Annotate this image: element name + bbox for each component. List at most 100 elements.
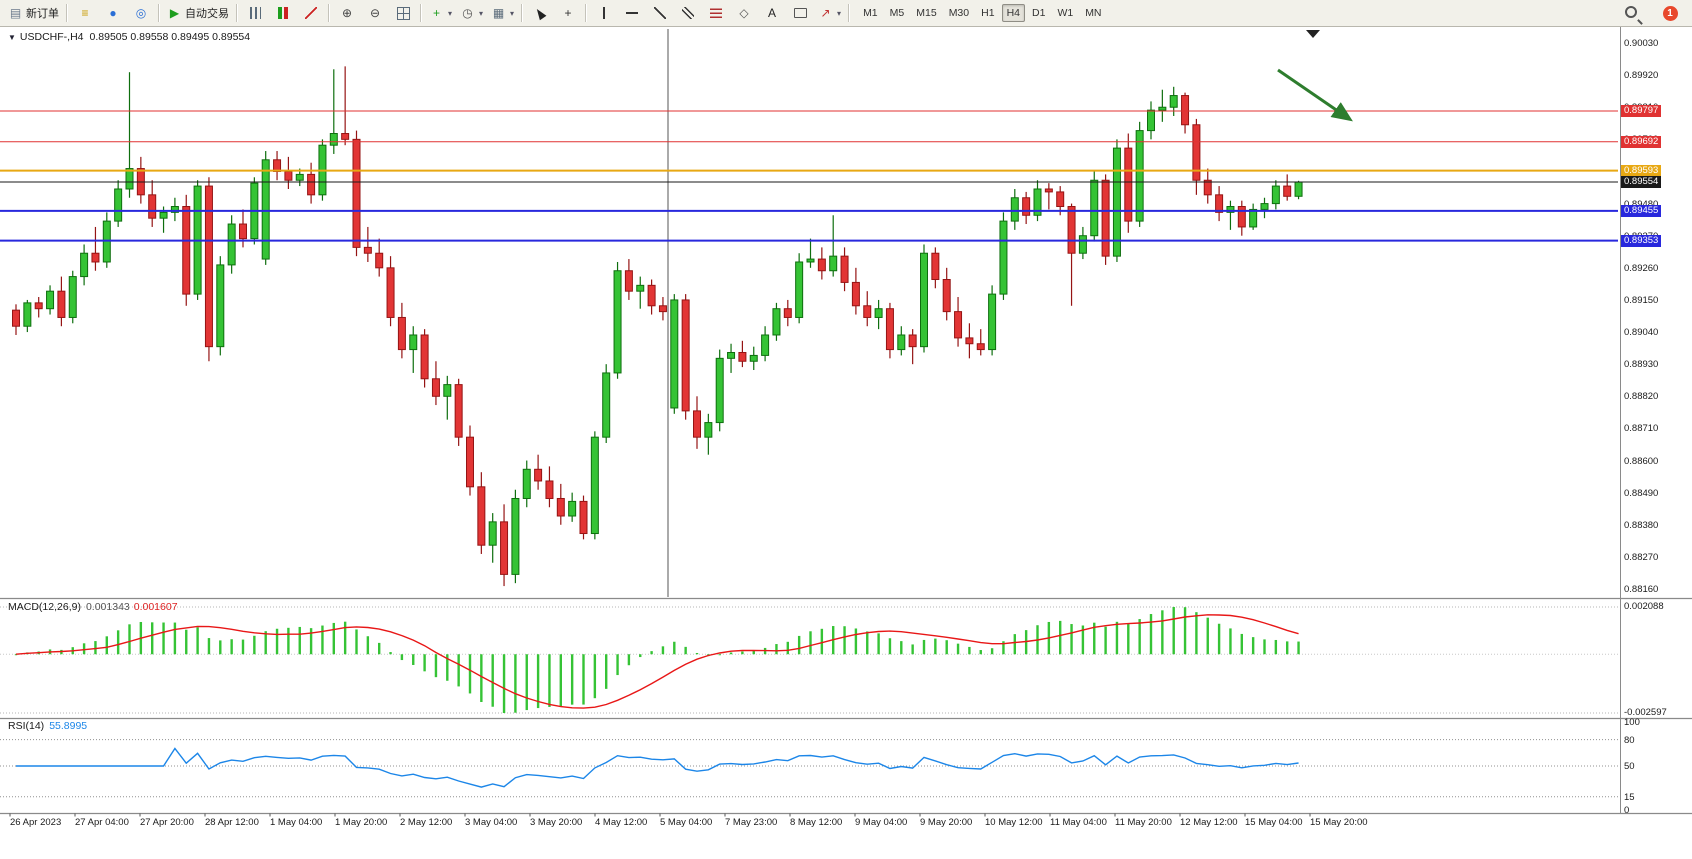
time-axis-label: 15 May 20:00 bbox=[1310, 817, 1368, 828]
chevron-down-icon[interactable]: ▾ bbox=[510, 8, 515, 18]
time-axis-label: 11 May 20:00 bbox=[1115, 817, 1172, 828]
shapes-icon: ◇ bbox=[739, 6, 749, 20]
auto-trading-button[interactable]: ▶ 自动交易 bbox=[163, 1, 233, 25]
bar-chart-button[interactable] bbox=[241, 1, 269, 25]
market-icon: ◎ bbox=[135, 6, 147, 20]
price-axis-label: 0.89920 bbox=[1624, 70, 1659, 82]
timeframe-m1[interactable]: M1 bbox=[863, 7, 878, 19]
chart-dropdown-icon[interactable]: ▼ bbox=[8, 33, 16, 42]
fibonacci-icon bbox=[709, 6, 724, 21]
macd-signal-line bbox=[15, 614, 1299, 709]
timeframe-d1[interactable]: D1 bbox=[1032, 7, 1046, 19]
time-axis-label: 1 May 04:00 bbox=[270, 817, 323, 828]
candlestick-icon bbox=[276, 6, 291, 21]
new-order-button[interactable]: ▤ 新订单 bbox=[4, 1, 63, 25]
toolbar-separator bbox=[236, 4, 238, 22]
zoom-out-button[interactable]: ⊖ bbox=[361, 1, 389, 25]
trendline-icon bbox=[653, 6, 668, 21]
timeframe-m30[interactable]: M30 bbox=[948, 7, 970, 19]
horizontal-line-button[interactable] bbox=[618, 1, 646, 25]
price-axis-label: 0.88490 bbox=[1624, 487, 1659, 499]
timeframe-h1[interactable]: H1 bbox=[981, 7, 995, 19]
macd-scale-max: 0.002088 bbox=[1624, 601, 1664, 612]
toolbar-right: 1 bbox=[1618, 0, 1684, 26]
price-axis-label: 0.90030 bbox=[1624, 38, 1659, 49]
shapes-button[interactable]: ◇ bbox=[730, 1, 758, 25]
macd-histogram bbox=[14, 607, 1300, 713]
chart-shift-marker[interactable] bbox=[1306, 30, 1320, 38]
price-axis-label: 0.88710 bbox=[1624, 423, 1659, 435]
algo-trading-button[interactable]: ● bbox=[99, 1, 127, 25]
macd-name: MACD(12,26,9) bbox=[8, 601, 81, 613]
timeframe-m15[interactable]: M15 bbox=[916, 7, 937, 19]
timeframe-mn[interactable]: MN bbox=[1085, 7, 1102, 19]
algo-trading-icon: ● bbox=[109, 6, 117, 20]
tile-windows-button[interactable] bbox=[389, 1, 417, 25]
template-icon: ▦ bbox=[492, 6, 505, 20]
horizontal-line-icon bbox=[625, 6, 640, 21]
trend-arrow-object[interactable] bbox=[1277, 68, 1353, 122]
macd-main-value: 0.001343 bbox=[85, 601, 130, 613]
price-axis-label: 0.89260 bbox=[1624, 262, 1659, 274]
chevron-down-icon[interactable]: ▾ bbox=[837, 8, 842, 18]
bar-chart-icon bbox=[248, 6, 263, 21]
chart-window[interactable]: ▼ USDCHF-,H4 0.89505 0.89558 0.89495 0.895… bbox=[0, 27, 1692, 859]
crosshair-icon: + bbox=[564, 6, 572, 20]
line-chart-icon bbox=[304, 6, 319, 21]
macd-scale-min: -0.002597 bbox=[1624, 707, 1667, 718]
channel-button[interactable] bbox=[674, 1, 702, 25]
vertical-line-button[interactable] bbox=[590, 1, 618, 25]
notifications-button[interactable]: 1 bbox=[1656, 1, 1684, 25]
time-axis-label: 2 May 12:00 bbox=[400, 817, 453, 828]
rsi-line bbox=[16, 747, 1299, 788]
arrows-button[interactable]: ↗ ▾ bbox=[814, 1, 845, 25]
macd-signal-value: 0.001607 bbox=[133, 601, 178, 613]
price-axis-label: 0.89040 bbox=[1624, 327, 1659, 339]
play-icon: ▶ bbox=[169, 6, 180, 20]
time-axis-label: 5 May 04:00 bbox=[660, 817, 713, 828]
zoom-in-icon: ⊕ bbox=[341, 6, 353, 20]
zoom-in-button[interactable]: ⊕ bbox=[333, 1, 361, 25]
indicators-button[interactable]: + ▾ bbox=[425, 1, 456, 25]
crosshair-button[interactable]: + bbox=[554, 1, 582, 25]
price-axis-label: 0.89150 bbox=[1624, 294, 1659, 306]
new-order-icon: ▤ bbox=[9, 6, 22, 20]
templates-button[interactable]: ▦ ▾ bbox=[487, 1, 518, 25]
text-icon: A bbox=[768, 6, 777, 20]
search-button[interactable] bbox=[1618, 1, 1646, 25]
candlestick-chart-button[interactable] bbox=[269, 1, 297, 25]
label-button[interactable] bbox=[786, 1, 814, 25]
price-axis-label: 0.88380 bbox=[1624, 519, 1659, 531]
market-button[interactable]: ◎ bbox=[127, 1, 155, 25]
rsi-value: 55.8995 bbox=[49, 720, 88, 732]
cursor-button[interactable] bbox=[526, 1, 554, 25]
symbol-period: USDCHF-,H4 bbox=[19, 31, 84, 43]
depth-of-market-button[interactable]: ≡ bbox=[71, 1, 99, 25]
auto-trading-button-label: 自动交易 bbox=[185, 8, 229, 20]
price-label-0.89797: 0.89797 bbox=[1621, 105, 1662, 118]
timeframe-h4[interactable]: H4 bbox=[1001, 4, 1025, 22]
chart-canvas[interactable] bbox=[0, 27, 1692, 859]
periods-menu-button[interactable]: ◷ ▾ bbox=[456, 1, 487, 25]
cursor-icon bbox=[533, 6, 548, 21]
text-button[interactable]: A bbox=[758, 1, 786, 25]
price-axis-label: 0.88600 bbox=[1624, 455, 1659, 467]
new-order-button-label: 新订单 bbox=[26, 8, 59, 20]
line-chart-button[interactable] bbox=[297, 1, 325, 25]
price-axis-label: 0.88820 bbox=[1624, 391, 1659, 403]
timeframe-w1[interactable]: W1 bbox=[1057, 7, 1074, 19]
toolbar-separator bbox=[66, 4, 68, 22]
price-label-0.89593: 0.89593 bbox=[1621, 164, 1662, 177]
price-axis-label: 0.89480 bbox=[1624, 199, 1658, 210]
time-axis-label: 12 May 12:00 bbox=[1180, 817, 1238, 828]
rsi-label: RSI(14) 55.8995 bbox=[8, 720, 87, 732]
chevron-down-icon[interactable]: ▾ bbox=[479, 8, 484, 18]
trendline-button[interactable] bbox=[646, 1, 674, 25]
chevron-down-icon[interactable]: ▾ bbox=[448, 8, 453, 18]
fibonacci-button[interactable] bbox=[702, 1, 730, 25]
timeframe-m5[interactable]: M5 bbox=[889, 7, 905, 19]
toolbar-separator bbox=[521, 4, 524, 22]
timeframe-bar: M1 M5 M15 M30 H1 H4 D1 W1 MN bbox=[857, 4, 1107, 22]
toolbar-separator bbox=[328, 4, 330, 22]
